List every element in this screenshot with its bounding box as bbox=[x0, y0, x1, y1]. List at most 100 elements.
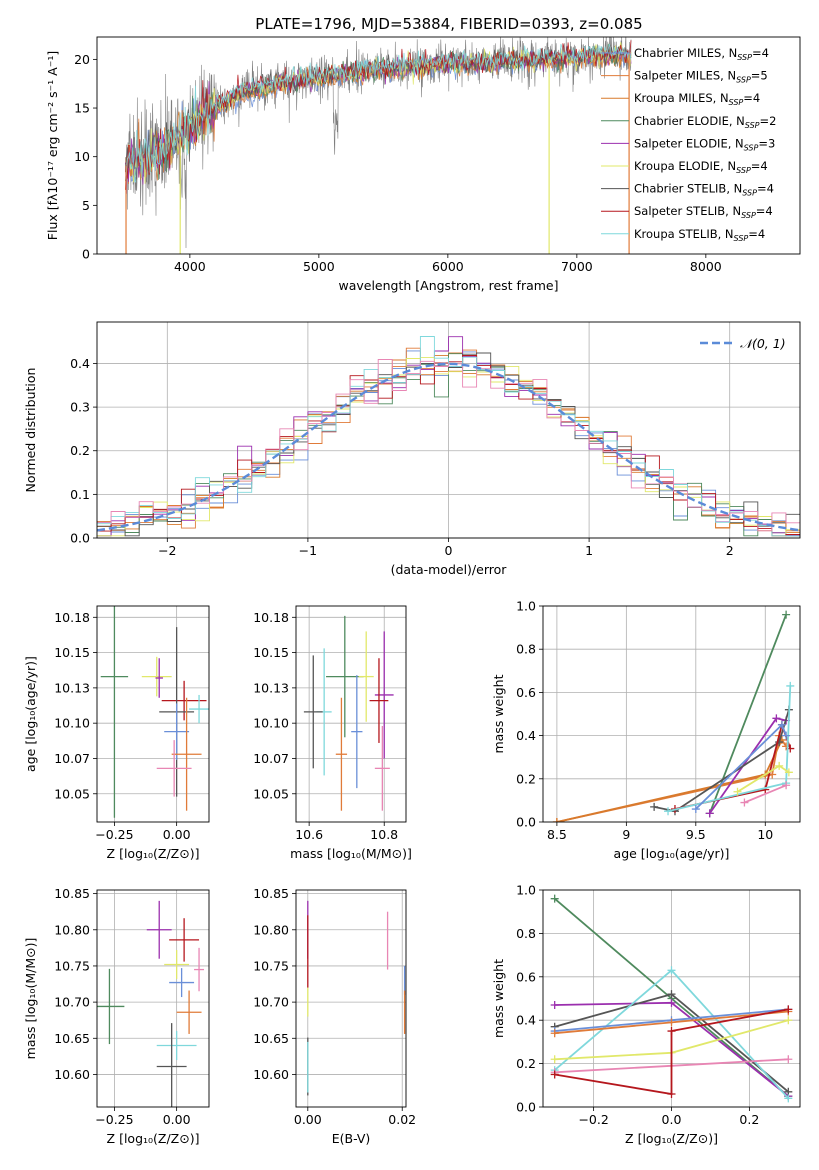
y-tick-label: 10.85 bbox=[54, 886, 90, 901]
legend-label: Kroupa STELIB, NSSP=4 bbox=[634, 227, 765, 243]
y-tick-label: 10.18 bbox=[253, 610, 289, 625]
y-axis-label: mass weight bbox=[491, 674, 506, 753]
plot-area bbox=[307, 900, 406, 1096]
x-axis-label: Z [log₁₀(Z/Z⊙)] bbox=[107, 846, 200, 861]
figure-title: PLATE=1796, MJD=53884, FIBERID=0393, z=0… bbox=[255, 15, 642, 33]
mass-weight-point-marker bbox=[782, 610, 791, 619]
x-tick-label: 0.00 bbox=[163, 1112, 191, 1127]
mass-weight-point-marker bbox=[650, 802, 659, 811]
x-tick-label: −2 bbox=[158, 543, 176, 558]
plot-mass_weight_vs_Z: −0.2 0.0 0.2 0.0 0.2 0.4 0.6 0.8 1.0 Z [log₁₀(Z/Z… bbox=[491, 883, 801, 1146]
legend-label: Salpeter STELIB, NSSP=4 bbox=[634, 204, 773, 220]
y-tick-label: 10.15 bbox=[253, 645, 289, 660]
legend-label: 𝒩(0, 1) bbox=[740, 336, 786, 351]
y-tick-label: 0.2 bbox=[516, 771, 536, 786]
mass-weight-point-marker bbox=[667, 1089, 676, 1098]
plot-age_vs_Z: −0.25 0.00 10.05 10.07 10.10 10.13 10.15 10.18 Z… bbox=[23, 605, 210, 861]
y-tick-label: 10.07 bbox=[253, 751, 289, 766]
mass-weight-point-marker bbox=[784, 1094, 793, 1103]
x-axis-label: mass [log₁₀(M/M⊙)] bbox=[290, 846, 412, 861]
y-tick-label: 10.10 bbox=[54, 716, 90, 731]
x-tick-label: 8000 bbox=[690, 259, 722, 274]
mass-weight-point-marker bbox=[775, 738, 784, 747]
mass-weight-point-marker bbox=[667, 1018, 676, 1027]
model-spectrum-line bbox=[125, 43, 632, 184]
mass-weight-point-marker bbox=[550, 894, 559, 903]
y-tick-label: 0.8 bbox=[516, 642, 536, 657]
legend-label: Salpeter MILES, NSSP=5 bbox=[634, 69, 768, 85]
x-tick-label: −1 bbox=[299, 543, 317, 558]
x-tick-label: 1 bbox=[585, 543, 593, 558]
plot-age_vs_mass: 10.6 10.8 10.05 10.07 10.10 10.13 10.15 10.18 ma… bbox=[253, 605, 412, 861]
plot-area bbox=[97, 900, 205, 1107]
y-tick-label: 10.05 bbox=[253, 786, 289, 801]
y-tick-label: 10.70 bbox=[253, 995, 289, 1010]
plot-spectrum: 4000 5000 6000 7000 8000 0 5 10 15 20 wavelength [… bbox=[45, 36, 801, 293]
x-tick-label: 0.02 bbox=[388, 1112, 416, 1127]
mass-weight-point-marker bbox=[705, 809, 714, 818]
y-tick-label: 10 bbox=[74, 149, 90, 164]
mass-weight-point-marker bbox=[782, 781, 791, 790]
y-tick-label: 0.3 bbox=[70, 400, 90, 415]
y-tick-label: 10.70 bbox=[54, 995, 90, 1010]
y-tick-label: 0.0 bbox=[516, 815, 536, 830]
y-tick-label: 1.0 bbox=[516, 599, 536, 614]
y-tick-label: 0.6 bbox=[516, 969, 536, 984]
y-axis-label: Flux [fλ10⁻¹⁷ erg cm⁻² s⁻¹ A⁻¹] bbox=[45, 51, 60, 240]
y-axis-label: mass weight bbox=[491, 959, 506, 1038]
y-tick-label: 10.65 bbox=[54, 1031, 90, 1046]
x-tick-label: 4000 bbox=[174, 259, 206, 274]
x-axis-label: Z [log₁₀(Z/Z⊙)] bbox=[107, 1131, 200, 1146]
axes-frame bbox=[542, 605, 801, 823]
mass-weight-point-marker bbox=[550, 1055, 559, 1064]
mass-weight-point-marker bbox=[784, 1055, 793, 1064]
model-spectrum-line bbox=[125, 45, 632, 180]
y-tick-label: 10.10 bbox=[253, 716, 289, 731]
plot-area bbox=[125, 37, 632, 254]
legend-label: Kroupa MILES, NSSP=4 bbox=[634, 91, 760, 107]
mass-weight-point-marker bbox=[786, 681, 795, 690]
y-tick-label: 0.0 bbox=[516, 1100, 536, 1115]
x-axis-label: wavelength [Angstrom, rest frame] bbox=[338, 278, 558, 293]
mass-weight-series-line bbox=[554, 1008, 789, 1096]
y-tick-label: 10.85 bbox=[253, 886, 289, 901]
mass-weight-point-marker bbox=[733, 787, 742, 796]
y-tick-label: 0.0 bbox=[70, 531, 90, 546]
y-tick-label: 10.13 bbox=[253, 680, 289, 695]
y-tick-label: 20 bbox=[74, 52, 90, 67]
mass-weight-point-marker bbox=[667, 1027, 676, 1036]
mass-weight-point-marker bbox=[667, 990, 676, 999]
x-tick-label: 0 bbox=[445, 543, 453, 558]
x-tick-label: 9.5 bbox=[686, 827, 706, 842]
axes-frame bbox=[542, 889, 801, 1108]
legend-label: Chabrier ELODIE, NSSP=2 bbox=[634, 114, 776, 130]
plot-area bbox=[303, 615, 394, 811]
residual-histogram-series bbox=[97, 353, 800, 537]
y-tick-label: 0.4 bbox=[516, 1013, 536, 1028]
mass-weight-point-marker bbox=[772, 714, 781, 723]
x-tick-label: 0.0 bbox=[662, 1112, 682, 1127]
y-tick-label: 10.75 bbox=[253, 958, 289, 973]
x-tick-label: 6000 bbox=[432, 259, 464, 274]
x-tick-label: 8.5 bbox=[547, 827, 567, 842]
y-tick-label: 10.75 bbox=[54, 958, 90, 973]
y-axis-label: age [log₁₀(age/yr)] bbox=[23, 656, 38, 772]
y-tick-label: 10.60 bbox=[253, 1067, 289, 1082]
mass-weight-point-marker bbox=[775, 761, 784, 770]
mass-weight-point-marker bbox=[784, 1005, 793, 1014]
x-tick-label: 10 bbox=[757, 827, 773, 842]
y-tick-label: 10.13 bbox=[54, 680, 90, 695]
y-tick-label: 0.6 bbox=[516, 685, 536, 700]
y-tick-label: 0.8 bbox=[516, 926, 536, 941]
mass-weight-point-marker bbox=[550, 1070, 559, 1079]
x-tick-label: −0.2 bbox=[578, 1112, 608, 1127]
mass-weight-point-marker bbox=[782, 731, 791, 740]
y-tick-label: 10.15 bbox=[54, 645, 90, 660]
legend-label: Chabrier MILES, NSSP=4 bbox=[634, 46, 769, 62]
y-tick-label: 10.07 bbox=[54, 751, 90, 766]
x-tick-label: 10.8 bbox=[370, 827, 398, 842]
plot-area bbox=[552, 610, 795, 822]
plot-mass_vs_Z: −0.25 0.00 10.60 10.65 10.70 10.75 10.80 10.85 Z… bbox=[23, 886, 210, 1146]
model-spectrum-line bbox=[125, 40, 632, 190]
